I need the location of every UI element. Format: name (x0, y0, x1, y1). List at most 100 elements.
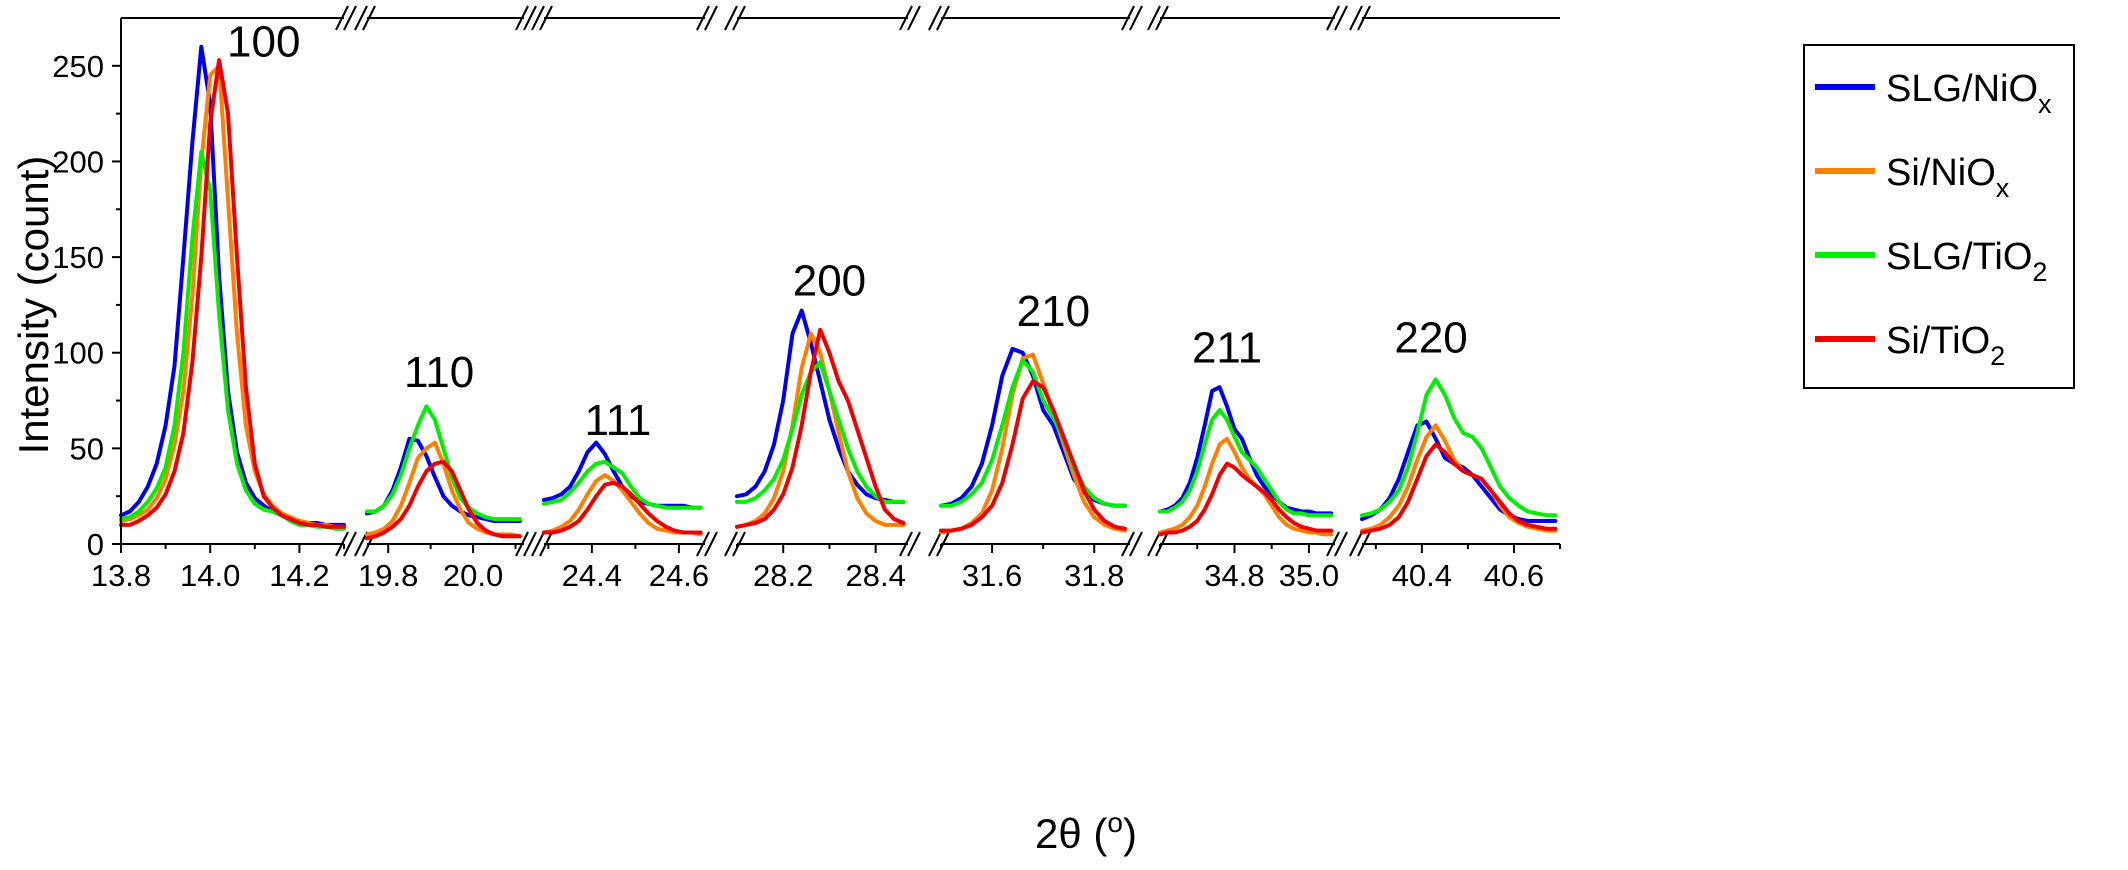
y-axis-label: Intensity (count) (10, 156, 57, 455)
panel: 34.8 35.0 211 (1158, 17, 1339, 593)
series-line-slg-tio2 (542, 459, 703, 510)
axis-break-mark (928, 531, 942, 557)
plot-panels: 13.8 14.0 14.2 100 19.8 20.0 110 24.4 24.6 111 28.… (91, 5, 1561, 593)
legend-item: Si/TiO2 (1815, 320, 2005, 371)
panel: 19.8 20.0 110 (358, 17, 524, 593)
peak-label: 200 (793, 256, 866, 305)
series-line-slg-tio2 (1360, 377, 1558, 518)
y-tick-label: 250 (52, 49, 104, 84)
peak-label: 210 (1017, 287, 1090, 336)
y-tick-label: 50 (70, 431, 104, 466)
axis-break-mark (523, 531, 537, 557)
series-line-slg-tio2 (939, 358, 1127, 508)
axis-break-mark (704, 5, 718, 31)
axis-break-mark (531, 531, 545, 557)
panel: 28.2 28.4 200 (735, 17, 908, 593)
axis-break-mark (1121, 531, 1135, 557)
y-tick-label: 150 (52, 240, 104, 275)
axis-break-mark (907, 5, 921, 31)
x-tick-label: 31.6 (962, 558, 1022, 593)
legend-label: Si/NiOx (1886, 152, 2010, 203)
x-tick-label: 35.0 (1279, 558, 1339, 593)
axis-break-mark (696, 5, 710, 31)
axis-break-mark (1129, 531, 1143, 557)
legend-item: SLG/NiOx (1815, 68, 2052, 119)
axis-break-mark (1349, 531, 1363, 557)
axis-break-mark (1147, 531, 1161, 557)
series-line-si-tio2 (542, 480, 703, 535)
axis-break-mark (343, 5, 357, 31)
x-tick-label: 40.6 (1484, 558, 1544, 593)
axis-break-mark (354, 5, 368, 31)
legend-item: SLG/TiO2 (1815, 236, 2047, 287)
y-axis: 0 50 100 150 200 250 (52, 18, 122, 562)
series-line-slg-tio2 (735, 360, 906, 504)
x-tick-label: 13.8 (91, 558, 151, 593)
legend-label: SLG/TiO2 (1886, 236, 2047, 287)
peak-label: 110 (404, 348, 474, 397)
series-line-si-tio2 (1158, 461, 1334, 537)
x-tick-label: 28.2 (753, 558, 813, 593)
series-line-slg-niox (1360, 419, 1558, 523)
x-tick-label: 14.2 (269, 558, 329, 593)
axis-break-mark (335, 531, 349, 557)
x-tick-label: 20.0 (443, 558, 503, 593)
series-line-si-niox (1158, 436, 1334, 537)
axis-break-mark (343, 531, 357, 557)
panel: 31.6 31.8 210 (939, 17, 1130, 593)
y-tick-label: 200 (52, 144, 104, 179)
legend-label: SLG/NiOx (1886, 68, 2052, 119)
axis-break-mark (1334, 5, 1348, 31)
x-axis-label: 2θ (o) (1035, 807, 1137, 857)
x-tick-label: 19.8 (358, 558, 418, 593)
y-tick-label: 100 (52, 336, 104, 371)
x-tick-label: 31.8 (1064, 558, 1124, 593)
series-line-si-tio2 (939, 379, 1127, 533)
x-tick-label: 34.8 (1204, 558, 1264, 593)
axis-break-mark (724, 531, 738, 557)
legend-label: Si/TiO2 (1886, 320, 2005, 371)
peak-label: 100 (227, 17, 300, 66)
series-line-si-tio2 (1360, 442, 1558, 535)
panel: 24.4 24.6 111 (542, 17, 709, 593)
axis-break-mark (523, 5, 537, 31)
peak-label: 211 (1192, 323, 1262, 372)
axis-break-mark (724, 5, 738, 31)
axis-break-mark (354, 531, 368, 557)
axis-break-mark (335, 5, 349, 31)
peak-label: 220 (1394, 314, 1467, 363)
axis-break-mark (531, 5, 545, 31)
axis-break-mark (1349, 5, 1363, 31)
axis-break-mark (907, 531, 921, 557)
series-line-si-tio2 (735, 327, 906, 529)
axis-break-mark (515, 531, 529, 557)
axis-break-mark (1129, 5, 1143, 31)
legend-item: Si/NiOx (1815, 152, 2010, 203)
x-tick-label: 40.4 (1392, 558, 1452, 593)
series-line-si-niox (735, 331, 906, 529)
x-tick-label: 28.4 (845, 558, 905, 593)
series-line-si-niox (1360, 423, 1558, 533)
legend-box (1803, 44, 2075, 389)
series-line-slg-niox (735, 308, 906, 504)
x-axis-label-close: ) (1123, 810, 1137, 857)
axis-break-mark (1121, 5, 1135, 31)
series-line-slg-niox (1158, 385, 1334, 516)
series-line-slg-tio2 (365, 404, 522, 522)
legend: SLG/NiOx Si/NiOx SLG/TiO2 Si/TiO2 (1803, 44, 2075, 389)
axis-break-mark (1326, 531, 1340, 557)
peak-label: 111 (585, 396, 652, 445)
panel: 13.8 14.0 14.2 100 (91, 17, 346, 593)
axis-break-mark (1147, 5, 1161, 31)
x-tick-label: 14.0 (180, 558, 240, 593)
x-tick-label: 24.4 (562, 558, 622, 593)
series-line-slg-tio2 (1158, 408, 1334, 518)
axis-break-mark (1334, 531, 1348, 557)
axis-break-mark (704, 531, 718, 557)
series-line-si-tio2 (365, 459, 522, 541)
axis-break-mark (515, 5, 529, 31)
x-tick-label: 24.6 (649, 558, 709, 593)
axis-break-mark (1326, 5, 1340, 31)
series-line-si-niox (119, 63, 346, 529)
